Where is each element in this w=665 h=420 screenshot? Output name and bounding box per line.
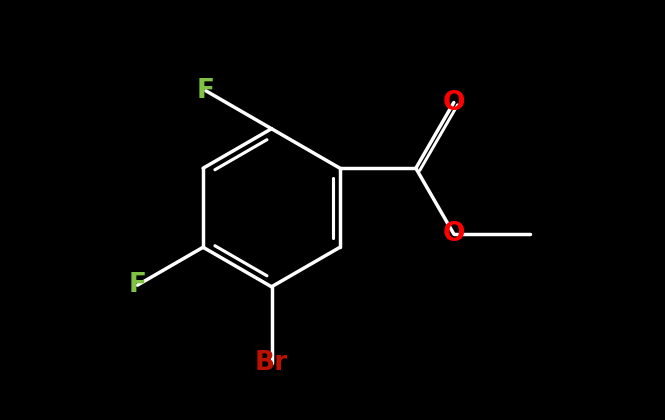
Text: F: F [197,78,215,104]
Text: O: O [442,221,465,247]
Text: F: F [128,272,146,298]
Text: Br: Br [255,349,288,375]
Text: O: O [442,89,465,116]
